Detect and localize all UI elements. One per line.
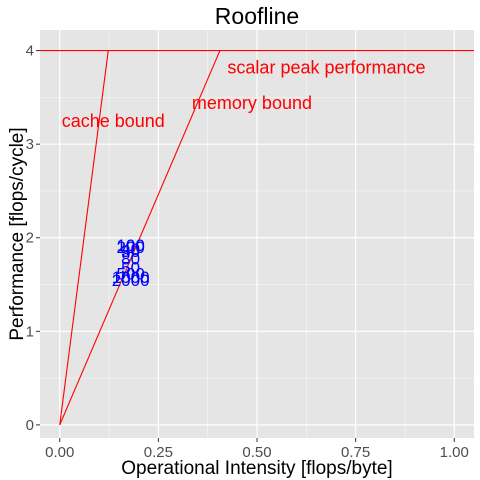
y-axis-title: Performance [flops/cycle] [7,127,28,340]
x-axis-ticks: 0.00 0.25 0.50 0.75 1.00 [45,438,469,461]
annotations: scalar peak performance memory bound cache… [62,57,426,130]
point-label-100: 100 [116,236,144,255]
y-tick-label: 4 [26,43,34,60]
y-tick-label: 2 [26,230,34,247]
chart-title: Roofline [215,3,299,29]
point-label-2000: 2000 [112,271,150,290]
x-tick-label: 0.25 [144,444,173,461]
line-cache-bound [59,50,109,425]
x-tick-label: 0.50 [242,444,271,461]
x-tick-label: 1.00 [440,444,469,461]
annotation-cache-bound: cache bound [62,111,165,131]
line-memory-bound [59,50,221,426]
point-label-80: 80 [121,249,140,268]
point-label-500: 500 [116,264,144,283]
annotation-memory-bound: memory bound [192,93,312,113]
point-label-200: 200 [116,238,144,257]
y-tick-label: 0 [26,417,34,434]
point-label-30: 30 [121,242,140,261]
point-label-40: 40 [121,240,140,259]
x-tick-label: 0.00 [45,444,74,461]
x-axis-title: Operational Intensity [flops/byte] [121,458,392,479]
point-label-1000: 1000 [112,268,150,287]
point-label-50: 50 [121,259,140,278]
x-tick-label: 0.75 [341,444,370,461]
y-axis-ticks: 0 1 2 3 4 [26,43,40,434]
annotation-scalar-peak-performance: scalar peak performance [227,57,425,77]
y-tick-label: 3 [26,136,34,153]
y-tick-label: 1 [26,323,34,340]
roofline-lines [40,50,474,426]
